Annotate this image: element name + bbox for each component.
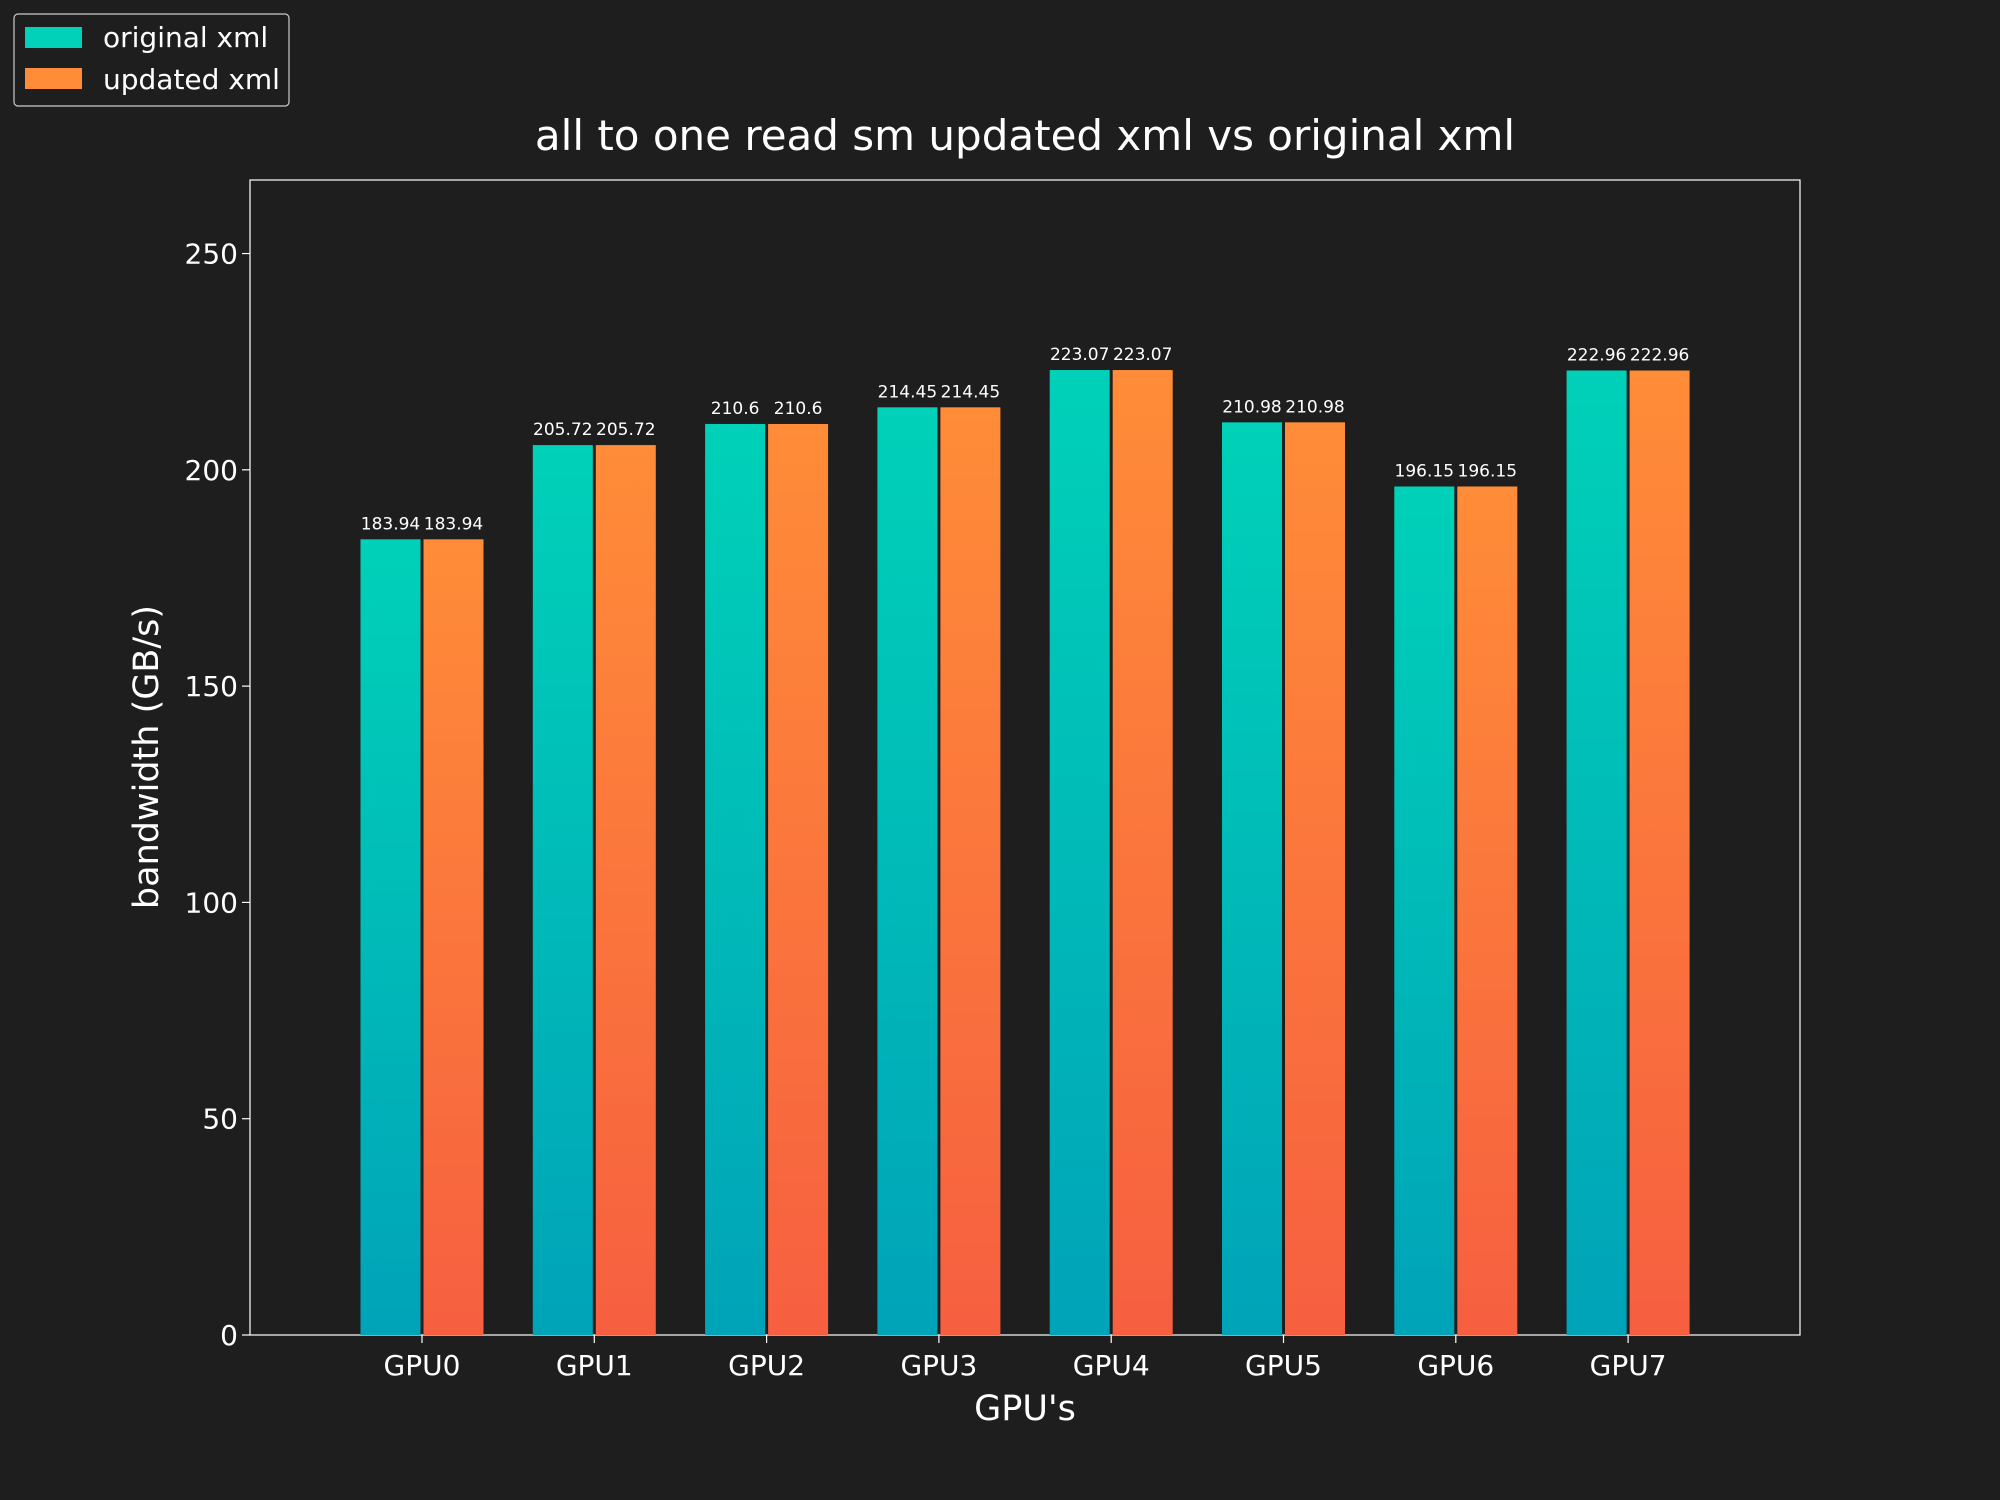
x-tick-label: GPU3 bbox=[900, 1349, 977, 1382]
y-tick-label: 50 bbox=[202, 1103, 238, 1136]
y-tick-label: 200 bbox=[185, 454, 238, 487]
data-label: 210.98 bbox=[1222, 397, 1281, 417]
bar-updated-xml-gpu3 bbox=[940, 407, 1001, 1336]
y-tick-label: 100 bbox=[185, 886, 238, 919]
x-tick-label: GPU0 bbox=[384, 1349, 461, 1382]
plot-area-frame bbox=[249, 179, 1801, 1336]
bar-original-xml-gpu7 bbox=[1566, 370, 1627, 1335]
y-tick-label: 0 bbox=[220, 1319, 238, 1352]
bar-original-xml-gpu5 bbox=[1222, 422, 1282, 1335]
x-tick-label: GPU2 bbox=[728, 1349, 805, 1382]
legend-box bbox=[13, 13, 290, 107]
bar-original-xml-gpu6 bbox=[1394, 486, 1455, 1335]
bar-updated-xml-gpu6 bbox=[1457, 486, 1518, 1335]
bar-updated-xml-gpu1 bbox=[595, 445, 656, 1335]
x-tick-label: GPU6 bbox=[1417, 1349, 1494, 1382]
data-label: 210.6 bbox=[774, 399, 823, 419]
data-label: 183.94 bbox=[424, 514, 483, 534]
y-tick-label: 250 bbox=[185, 238, 238, 271]
bar-original-xml-gpu4 bbox=[1049, 370, 1110, 1335]
data-label: 214.45 bbox=[941, 382, 1000, 402]
data-label: 196.15 bbox=[1458, 461, 1517, 481]
x-tick-label: GPU5 bbox=[1245, 1349, 1322, 1382]
data-label: 210.98 bbox=[1285, 397, 1344, 417]
bar-updated-xml-gpu5 bbox=[1285, 422, 1345, 1335]
x-axis: GPU0 GPU1 GPU2 GPU3 GPU4 GPU5 GPU6 GPU7 bbox=[384, 1335, 1667, 1382]
data-label: 205.72 bbox=[596, 420, 655, 440]
bar-updated-xml-gpu0 bbox=[423, 539, 484, 1335]
x-tick-label: GPU1 bbox=[556, 1349, 633, 1382]
bar-updated-xml-gpu7 bbox=[1629, 370, 1690, 1335]
data-label: 222.96 bbox=[1630, 346, 1689, 366]
x-tick-label: GPU7 bbox=[1590, 1349, 1667, 1382]
x-axis-label: GPU's bbox=[974, 1389, 1076, 1429]
data-label: 196.15 bbox=[1395, 461, 1454, 481]
legend: original xml updated xml bbox=[13, 13, 290, 107]
y-axis: 0 50 100 150 200 250 bbox=[185, 238, 250, 1352]
data-label: 222.96 bbox=[1567, 346, 1626, 366]
data-label: 205.72 bbox=[533, 420, 592, 440]
data-label: 214.45 bbox=[878, 382, 937, 402]
bar-updated-xml-gpu4 bbox=[1112, 370, 1173, 1335]
y-tick-label: 150 bbox=[185, 670, 238, 703]
bar-original-xml-gpu1 bbox=[532, 445, 593, 1335]
legend-swatch-updated-xml bbox=[25, 68, 82, 89]
legend-label-updated-xml: updated xml bbox=[103, 63, 280, 96]
x-tick-label: GPU4 bbox=[1073, 1349, 1150, 1382]
bar-original-xml-gpu0 bbox=[360, 539, 421, 1335]
chart-title: all to one read sm updated xml vs origin… bbox=[535, 111, 1515, 160]
legend-label-original-xml: original xml bbox=[103, 21, 268, 54]
bar-updated-xml-gpu2 bbox=[768, 423, 829, 1335]
data-labels-group: 183.94 183.94 205.72 205.72 210.6 210.6 214.45… bbox=[361, 345, 1690, 534]
data-label: 223.07 bbox=[1113, 345, 1172, 365]
data-label: 210.6 bbox=[711, 399, 760, 419]
data-label: 183.94 bbox=[361, 514, 420, 534]
bar-original-xml-gpu2 bbox=[705, 423, 766, 1335]
y-axis-label: bandwidth (GB/s) bbox=[127, 605, 167, 909]
data-label: 223.07 bbox=[1050, 345, 1109, 365]
bar-original-xml-gpu3 bbox=[877, 407, 938, 1336]
legend-swatch-original-xml bbox=[25, 27, 82, 48]
bars-group bbox=[360, 370, 1690, 1336]
